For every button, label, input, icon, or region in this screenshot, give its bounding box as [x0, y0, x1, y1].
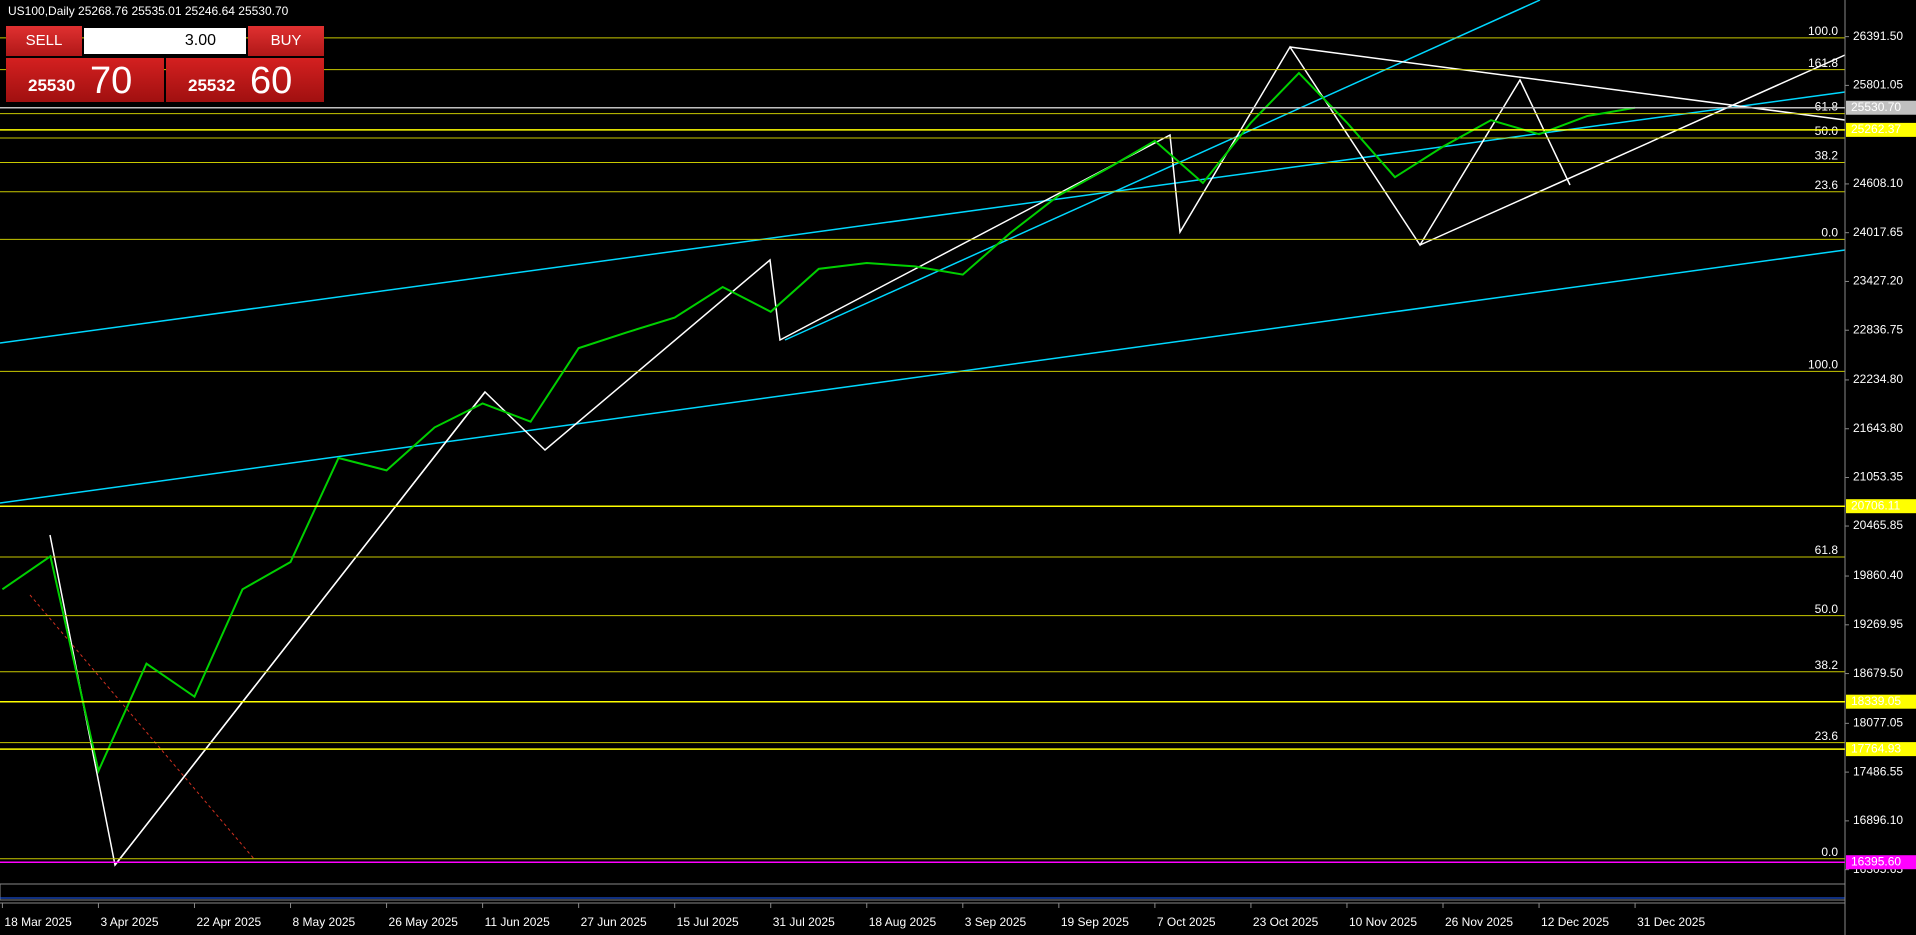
x-tick-label: 18 Aug 2025: [869, 915, 937, 929]
x-tick-label: 18 Mar 2025: [4, 915, 72, 929]
price-level-label: 16395.60: [1851, 854, 1901, 868]
bid-pips: 70: [90, 60, 133, 102]
y-tick-label: 22234.80: [1853, 372, 1903, 386]
low: 25246.64: [185, 4, 235, 18]
x-tick-label: 10 Nov 2025: [1349, 915, 1417, 929]
sell-button[interactable]: SELL: [6, 26, 82, 56]
y-tick-label: 23427.20: [1853, 274, 1903, 288]
trend-line: [29, 594, 256, 861]
ask-price[interactable]: 25532 60: [166, 58, 324, 102]
y-tick-label: 26391.50: [1853, 29, 1903, 43]
bid-main: 25530: [28, 76, 76, 95]
y-tick-label: 24608.10: [1853, 176, 1903, 190]
fib-label: 23.6: [1815, 178, 1839, 192]
price-level-tag: [1846, 499, 1916, 514]
fib-label: 61.8: [1815, 543, 1839, 557]
fib-label: 38.2: [1815, 149, 1839, 163]
buy-button[interactable]: BUY: [248, 26, 324, 56]
x-tick-label: 23 Oct 2025: [1253, 915, 1319, 929]
fib-label: 38.2: [1815, 658, 1839, 672]
x-tick-label: 15 Jul 2025: [677, 915, 739, 929]
y-tick-label: 20465.85: [1853, 518, 1903, 532]
fib-label: 23.6: [1815, 729, 1839, 743]
x-tick-label: 7 Oct 2025: [1157, 915, 1216, 929]
price-level-tag: [1846, 122, 1916, 137]
open: 25268.76: [78, 4, 128, 18]
trade-panel: SELL 3.00 BUY 25530 70 25532 60: [6, 26, 324, 102]
price-level-label: 18339.05: [1851, 694, 1901, 708]
x-tick-label: 12 Dec 2025: [1541, 915, 1609, 929]
y-tick-label: 25801.05: [1853, 78, 1903, 92]
x-tick-label: 26 Nov 2025: [1445, 915, 1513, 929]
ask-main: 25532: [188, 76, 236, 95]
header: US100,Daily 25268.76 25535.01 25246.64 2…: [8, 4, 289, 18]
y-tick-label: 18679.50: [1853, 666, 1903, 680]
trend-line: [1419, 54, 1846, 246]
fib-label: 50.0: [1815, 602, 1839, 616]
price-level-tag: [1846, 855, 1916, 870]
y-tick-label: 17486.55: [1853, 764, 1903, 778]
price-level-tag: [1846, 694, 1916, 709]
fib-label: 161.8: [1808, 56, 1838, 70]
x-tick-label: 31 Dec 2025: [1637, 915, 1705, 929]
y-tick-label: 19269.95: [1853, 617, 1903, 631]
x-tick-label: 3 Sep 2025: [965, 915, 1027, 929]
symbol: US100,Daily: [8, 4, 75, 18]
fib-label: 50.0: [1815, 124, 1839, 138]
price-level-tag: [1846, 742, 1916, 757]
y-tick-label: 16896.10: [1853, 813, 1903, 827]
x-tick-label: 26 May 2025: [389, 915, 459, 929]
price-level-tag: [1846, 100, 1916, 115]
x-tick-label: 8 May 2025: [293, 915, 356, 929]
fib-label: 0.0: [1821, 845, 1838, 859]
x-tick-label: 22 Apr 2025: [196, 915, 261, 929]
y-tick-label: 24017.65: [1853, 225, 1903, 239]
y-tick-label: 19860.40: [1853, 568, 1903, 582]
price-level-label: 17764.93: [1851, 741, 1901, 755]
fib-label: 61.8: [1815, 100, 1839, 114]
y-tick-label: 21053.35: [1853, 470, 1903, 484]
x-tick-label: 31 Jul 2025: [773, 915, 835, 929]
y-tick-label: 22836.75: [1853, 322, 1903, 336]
fib-label: 100.0: [1808, 24, 1838, 38]
high: 25535.01: [131, 4, 181, 18]
price-level-label: 20706.11: [1851, 498, 1900, 512]
y-tick-label: 21643.80: [1853, 421, 1903, 435]
price-level-label: 25530.70: [1851, 100, 1901, 114]
y-tick-label: 18077.05: [1853, 716, 1903, 730]
price-line: [1, 71, 1636, 775]
trend-line: [0, 249, 1846, 504]
x-tick-label: 3 Apr 2025: [100, 915, 158, 929]
x-tick-label: 19 Sep 2025: [1061, 915, 1129, 929]
volume-input[interactable]: 3.00: [84, 28, 246, 54]
trend-line: [784, 0, 1541, 341]
drawing-objects: [0, 0, 1846, 867]
fib-label: 100.0: [1808, 358, 1838, 372]
ask-pips: 60: [250, 60, 293, 102]
x-tick-label: 27 Jun 2025: [581, 915, 647, 929]
bid-price[interactable]: 25530 70: [6, 58, 164, 102]
zigzag: [49, 45, 1571, 867]
fib-label: 0.0: [1821, 226, 1838, 240]
x-tick-label: 11 Jun 2025: [485, 915, 550, 929]
price-level-label: 25262.37: [1851, 122, 1901, 136]
close: 25530.70: [238, 4, 288, 18]
